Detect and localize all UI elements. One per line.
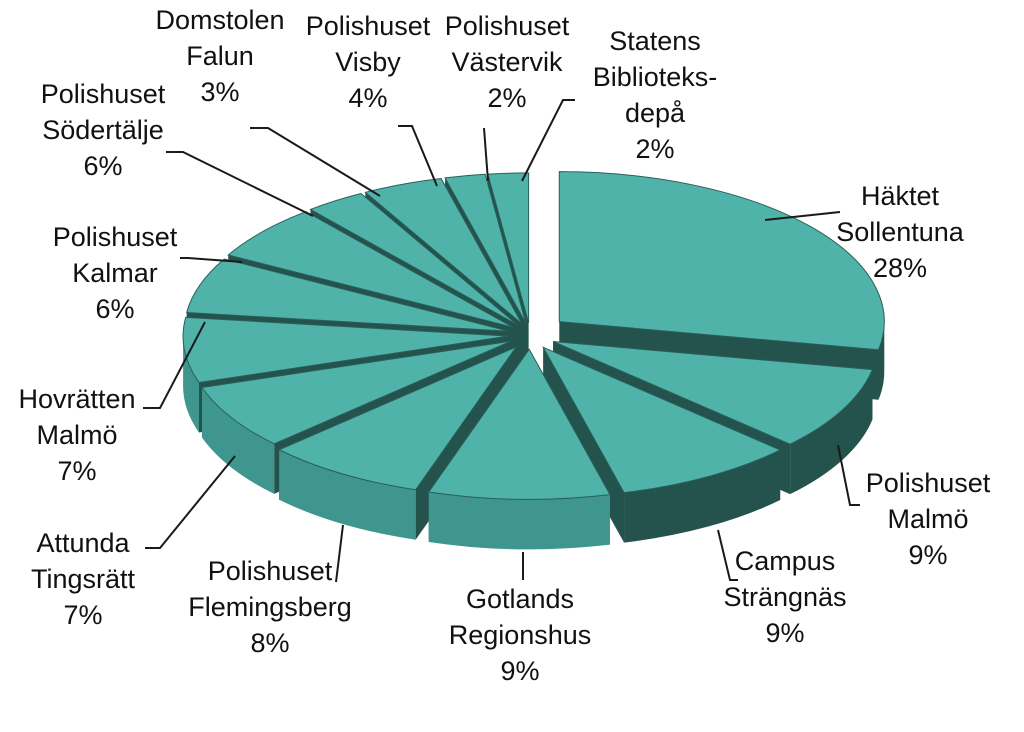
slice-label: Polishuset Södertälje 6% [41,79,166,181]
slice-side [201,387,275,494]
leader-line [483,127,489,182]
slice-percent: 3% [200,77,239,107]
slice-name-line: Kalmar [72,258,158,288]
slice-label: Domstolen Falun 3% [155,5,284,107]
leader-line [764,211,841,221]
slice-name-line: Statens [609,26,701,56]
slice-attunda-tingsrätt [201,340,512,445]
slice-percent: 9% [500,656,539,686]
slice-name-line: Södertälje [42,115,164,145]
slice-name-line: Domstolen [155,5,284,35]
slice-label: Polishuset Visby 4% [306,11,431,113]
slice-label: Attunda Tingsrätt 7% [31,528,136,630]
slice-name-line: Regionshus [449,620,592,650]
slice-name-line: Malmö [887,504,968,534]
slice-name-line: Polishuset [866,468,991,498]
leader-line [143,321,206,409]
slice-label: Campus Strängnäs 9% [723,546,846,648]
slice-name-line: Biblioteks- [593,62,718,92]
slice-label: Häktet Sollentuna 28% [836,181,965,283]
slice-polishuset-västervik [444,173,527,324]
slice-name-line: Sollentuna [836,217,965,247]
slice-label: Polishuset Västervik 2% [445,11,570,113]
slice-name-line: Flemingsberg [188,592,352,622]
slice-label: Polishuset Malmö 9% [866,468,991,570]
slice-name-line: Häktet [861,181,940,211]
slice-name-line: Polishuset [306,11,431,41]
leader-line [145,455,236,549]
slice-label: Hovrätten Malmö 7% [18,384,135,486]
slice-percent: 6% [83,151,122,181]
slice-percent: 8% [250,628,289,658]
slice-side [878,321,885,400]
slice-label: Statens Biblioteks-depå 2% [593,26,718,164]
slice-name-line: depå [625,98,686,128]
slice-name-line: Västervik [451,47,563,77]
leader-line [180,257,243,263]
slice-percent: 2% [635,134,674,164]
slice-polishuset-malmö [552,340,874,445]
slice-name-line: Polishuset [53,222,178,252]
slice-label: Polishuset Kalmar 6% [53,222,178,324]
slice-name-line: Visby [335,47,401,77]
leader-line [166,151,314,217]
slice-percent: 4% [348,83,387,113]
slice-percent: 9% [765,618,804,648]
pie-tops [182,171,885,500]
slice-percent: 6% [95,294,134,324]
leader-line [335,524,344,583]
slice-campus-strängnäs [542,346,782,494]
slice-polishuset-flemingsberg [277,345,518,491]
slice-percent: 9% [908,540,947,570]
slice-label: Gotlands Regionshus 9% [449,584,592,686]
slice-name-line: Campus [735,546,836,576]
leader-lines [143,99,860,583]
slice-name-line: Malmö [36,420,117,450]
slice-name-line: Hovrätten [18,384,135,414]
slice-name-line: Falun [186,41,254,71]
leader-line [717,529,738,581]
slice-label: Polishuset Flemingsberg 8% [188,556,352,658]
slice-labels: Häktet Sollentuna 28%Polishuset Malmö 9%Camp… [18,5,990,686]
slice-name-line: Tingsrätt [31,564,136,594]
slice-side [428,491,611,550]
slice-name-line: Attunda [36,528,130,558]
leader-line [398,125,438,187]
slice-name-line: Polishuset [208,556,333,586]
slice-percent: 28% [873,253,927,283]
slice-percent: 7% [57,456,96,486]
leader-line [521,99,575,182]
slice-percent: 7% [63,600,102,630]
slice-polishuset-visby [364,177,523,325]
slice-name-line: Polishuset [41,79,166,109]
slice-side [624,449,781,543]
slice-hovrätten-malmö [182,316,509,384]
slice-percent: 2% [487,83,526,113]
slice-side [279,449,416,540]
slice-name-line: Gotlands [466,584,574,614]
slice-domstolen-falun [309,192,518,326]
slice-name-line: Strängnäs [723,582,846,612]
slice-häktet-sollentuna [558,171,885,351]
slice-name-line: Polishuset [445,11,570,41]
leader-line [837,444,860,506]
leader-line [250,127,381,197]
slice-gotlands-regionshus [427,348,611,500]
